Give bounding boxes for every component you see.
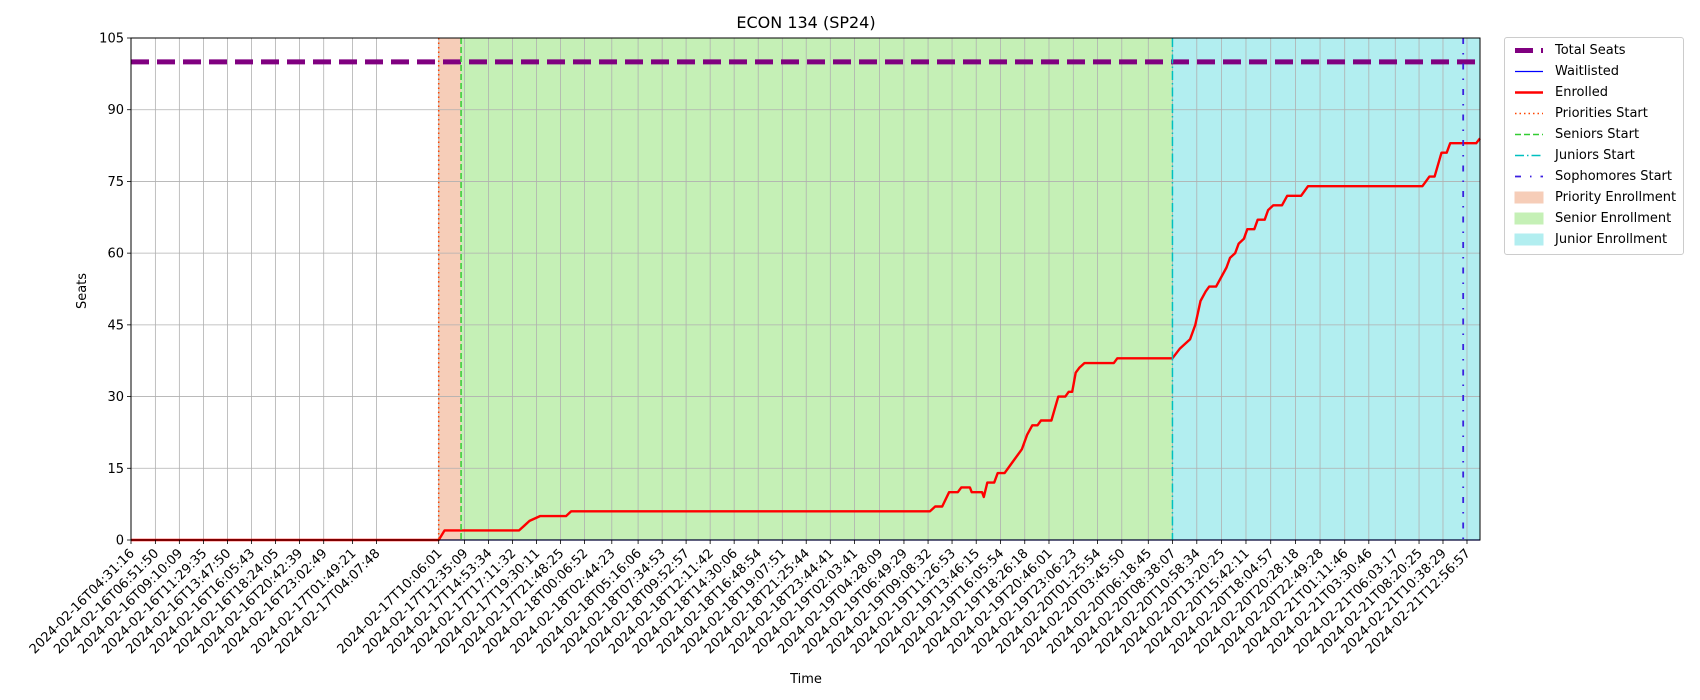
legend-swatch bbox=[1514, 212, 1544, 225]
y-tick-label: 30 bbox=[107, 390, 124, 405]
legend-label: Senior Enrollment bbox=[1555, 211, 1672, 226]
y-tick-label: 45 bbox=[107, 318, 124, 333]
legend-item: Waitlisted bbox=[1505, 61, 1683, 82]
y-tick-label: 15 bbox=[107, 462, 124, 477]
legend-label: Total Seats bbox=[1555, 43, 1626, 58]
legend-label: Seniors Start bbox=[1555, 127, 1640, 142]
span-senior-enrollment bbox=[461, 38, 1173, 540]
legend-swatch bbox=[1514, 233, 1544, 246]
x-axis-label: Time bbox=[789, 672, 822, 687]
y-tick-label: 60 bbox=[107, 247, 124, 262]
legend-item: Sophomores Start bbox=[1505, 166, 1683, 187]
chart-title: ECON 134 (SP24) bbox=[736, 13, 875, 32]
legend-patch bbox=[1514, 191, 1544, 204]
legend-label: Juniors Start bbox=[1555, 148, 1635, 163]
legend-swatch bbox=[1515, 112, 1543, 115]
grid bbox=[130, 37, 1480, 541]
legend-label: Priorities Start bbox=[1555, 106, 1648, 121]
legend-item: Priority Enrollment bbox=[1505, 187, 1683, 208]
legend-swatch bbox=[1515, 70, 1543, 73]
legend-patch bbox=[1514, 212, 1544, 225]
y-tick-label: 105 bbox=[99, 32, 124, 47]
legend-swatch bbox=[1515, 133, 1543, 136]
plot-frame bbox=[130, 37, 1481, 541]
legend-item: Junior Enrollment bbox=[1505, 229, 1683, 250]
legend-swatch bbox=[1515, 154, 1543, 157]
enrollment-spans bbox=[438, 38, 1480, 540]
legend-item: Senior Enrollment bbox=[1505, 208, 1683, 229]
legend-swatch bbox=[1515, 91, 1543, 94]
y-axis-label: Seats bbox=[75, 273, 90, 309]
legend-label: Junior Enrollment bbox=[1555, 232, 1668, 247]
legend-item: Priorities Start bbox=[1505, 103, 1683, 124]
span-priority-enrollment bbox=[438, 38, 462, 540]
legend-patch bbox=[1514, 233, 1544, 246]
y-tick-label: 90 bbox=[107, 103, 124, 118]
legend-item: Total Seats bbox=[1505, 40, 1683, 61]
legend-item: Juniors Start bbox=[1505, 145, 1683, 166]
legend-swatch bbox=[1515, 175, 1543, 178]
legend-swatch bbox=[1514, 191, 1544, 204]
legend-label: Sophomores Start bbox=[1555, 169, 1672, 184]
y-tick-label: 75 bbox=[107, 175, 124, 190]
legend-label: Enrolled bbox=[1555, 85, 1608, 100]
legend-swatch bbox=[1515, 48, 1543, 53]
series-enrolled bbox=[131, 137, 1481, 542]
legend-item: Seniors Start bbox=[1505, 124, 1683, 145]
y-tick-label: 0 bbox=[116, 534, 124, 549]
legend: Total Seats Waitlisted Enrolled Priorities … bbox=[1504, 37, 1684, 255]
legend-label: Waitlisted bbox=[1555, 64, 1620, 79]
legend-item: Enrolled bbox=[1505, 82, 1683, 103]
span-junior-enrollment bbox=[1172, 38, 1480, 540]
legend-label: Priority Enrollment bbox=[1555, 190, 1677, 205]
